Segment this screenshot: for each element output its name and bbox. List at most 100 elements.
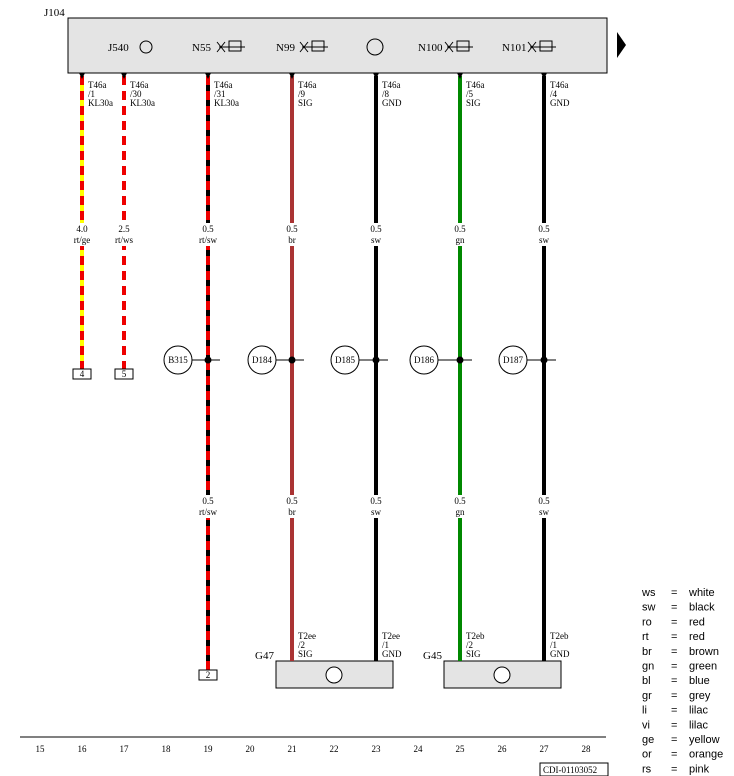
- splice-point: [204, 356, 212, 364]
- component-label: N55: [192, 42, 211, 54]
- label-bg: [530, 223, 558, 246]
- pin-arrow: [79, 73, 85, 79]
- pin-arrow: [457, 73, 463, 79]
- connector: T46a: [466, 80, 485, 90]
- pin: /9: [298, 89, 306, 99]
- legend-name: lilac: [689, 705, 708, 717]
- footer-box: [539, 762, 609, 776]
- legend-eq: =: [671, 661, 677, 673]
- column-number: 27: [540, 744, 550, 754]
- continue-arrow: [617, 32, 626, 58]
- component-symbol: [139, 40, 153, 54]
- legend-code: ro: [642, 616, 652, 628]
- label-bg: [530, 495, 558, 518]
- connector: T46a: [130, 80, 149, 90]
- pin: /5: [466, 89, 474, 99]
- color-code: sw: [539, 507, 550, 517]
- signal: GND: [550, 98, 570, 108]
- column-number: 15: [36, 744, 46, 754]
- color-code: gn: [456, 507, 466, 517]
- gauge: 0.5: [370, 496, 382, 506]
- color-code: gn: [456, 235, 466, 245]
- column-number: 25: [456, 744, 466, 754]
- end-pin: /1: [382, 640, 389, 650]
- splice-circle: [163, 345, 193, 375]
- gauge: 0.5: [538, 496, 550, 506]
- pin: /4: [550, 89, 558, 99]
- splice-circle: [498, 345, 528, 375]
- splice-circle: [330, 345, 360, 375]
- end-pin: /2: [298, 640, 305, 650]
- column-number: 23: [372, 744, 382, 754]
- module-label: J104: [44, 7, 65, 19]
- gauge: 0.5: [370, 224, 382, 234]
- legend-name: pink: [689, 763, 710, 775]
- sensor-symbol: [325, 666, 343, 684]
- legend-eq: =: [671, 749, 677, 761]
- relay-valve: [299, 41, 309, 53]
- terminal-box: [114, 368, 134, 380]
- gauge: 2.5: [118, 224, 130, 234]
- column-number: 22: [330, 744, 339, 754]
- pin-arrow: [205, 73, 211, 79]
- legend-eq: =: [671, 705, 677, 717]
- legend-code: br: [642, 646, 652, 658]
- column-number: 19: [204, 744, 214, 754]
- legend-code: sw: [642, 602, 656, 614]
- legend-name: brown: [689, 646, 719, 658]
- splice-label: B315: [168, 355, 188, 365]
- gauge: 0.5: [454, 224, 466, 234]
- terminal-box: [72, 368, 92, 380]
- gauge: 0.5: [538, 224, 550, 234]
- pin: /1: [88, 89, 95, 99]
- legend-eq: =: [671, 719, 677, 731]
- pin-arrow: [121, 73, 127, 79]
- sensor-label: G47: [255, 650, 274, 662]
- legend-name: blue: [689, 675, 710, 687]
- column-number: 18: [162, 744, 172, 754]
- splice-label: D187: [503, 355, 523, 365]
- splice-label: D186: [414, 355, 434, 365]
- end-connector: T2eb: [550, 631, 569, 641]
- legend-code: gr: [642, 690, 652, 702]
- connector: T46a: [298, 80, 317, 90]
- label-bg: [446, 223, 474, 246]
- column-number: 20: [246, 744, 256, 754]
- module-box: [67, 17, 608, 74]
- signal: SIG: [298, 98, 313, 108]
- gauge: 0.5: [286, 496, 298, 506]
- gauge: 0.5: [286, 224, 298, 234]
- label-bg: [362, 223, 390, 246]
- gauge: 0.5: [454, 496, 466, 506]
- sensor-symbol: [493, 666, 511, 684]
- end-signal: SIG: [298, 649, 313, 659]
- gauge: 0.5: [202, 224, 214, 234]
- signal: KL30a: [88, 98, 113, 108]
- gauge: 4.0: [76, 224, 88, 234]
- label-bg: [278, 223, 306, 246]
- relay-symbol: [539, 40, 553, 52]
- relay-symbol: [228, 40, 242, 52]
- connector: T46a: [214, 80, 233, 90]
- legend-name: black: [689, 602, 715, 614]
- terminal-label: 2: [206, 670, 211, 680]
- label-bg: [194, 495, 222, 518]
- splice-point: [456, 356, 464, 364]
- legend-name: white: [688, 587, 715, 599]
- relay-valve: [216, 41, 226, 53]
- pin-arrow: [289, 73, 295, 79]
- end-connector: T2eb: [466, 631, 485, 641]
- pin: /30: [130, 89, 142, 99]
- legend-code: li: [642, 705, 647, 717]
- color-code: sw: [371, 507, 382, 517]
- column-number: 28: [582, 744, 592, 754]
- color-code: rt/ws: [115, 235, 133, 245]
- signal: KL30a: [130, 98, 155, 108]
- connector: T46a: [88, 80, 107, 90]
- legend-name: lilac: [689, 719, 708, 731]
- splice-point: [372, 356, 380, 364]
- color-code: br: [288, 507, 296, 517]
- legend-code: gn: [642, 661, 654, 673]
- legend-code: rs: [642, 763, 652, 775]
